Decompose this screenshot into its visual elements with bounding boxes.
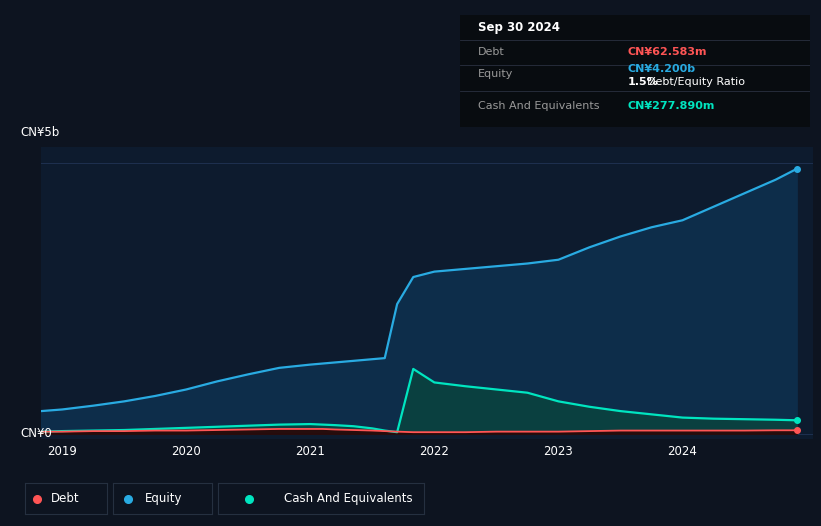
Text: Cash And Equivalents: Cash And Equivalents (284, 492, 413, 505)
Text: Cash And Equivalents: Cash And Equivalents (478, 100, 599, 110)
Text: 1.5%: 1.5% (628, 77, 658, 87)
Text: Sep 30 2024: Sep 30 2024 (478, 21, 559, 34)
Text: CN¥62.583m: CN¥62.583m (628, 47, 708, 57)
Text: Equity: Equity (144, 492, 182, 505)
Text: Debt/Equity Ratio: Debt/Equity Ratio (647, 77, 745, 87)
Text: Equity: Equity (478, 69, 513, 79)
Text: Debt: Debt (51, 492, 80, 505)
Text: CN¥5b: CN¥5b (21, 126, 60, 139)
Text: CN¥277.890m: CN¥277.890m (628, 100, 715, 110)
Text: CN¥4.200b: CN¥4.200b (628, 64, 696, 74)
Text: Debt: Debt (478, 47, 504, 57)
Text: CN¥0: CN¥0 (21, 428, 53, 440)
